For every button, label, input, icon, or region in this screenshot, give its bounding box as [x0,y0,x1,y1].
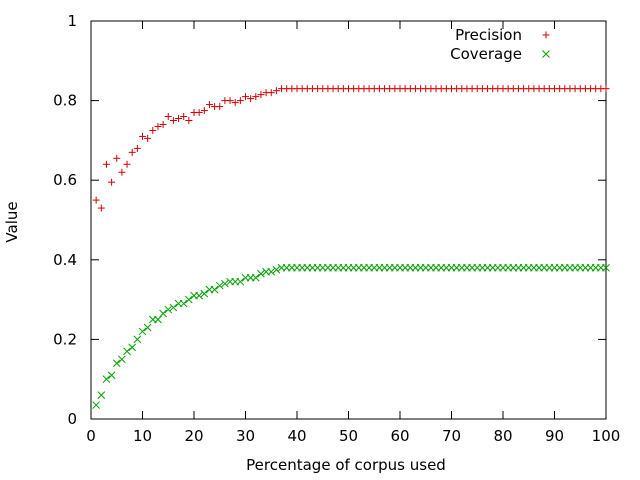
data-point [133,144,141,152]
data-point [164,305,173,314]
data-point [169,303,178,312]
x-tick-label: 100 [592,427,621,445]
y-tick-label: 0.4 [53,251,77,269]
data-point [159,120,167,128]
data-point [210,285,219,294]
data-point [154,315,162,324]
y-axis-label: Value [3,201,21,242]
data-point [169,117,177,124]
y-tick-label: 0.8 [53,92,77,110]
data-point [149,126,157,134]
data-point [231,99,239,107]
legend-label: Precision [455,26,522,44]
plot-frame [90,20,607,420]
data-point [185,117,193,124]
x-tick-label: 90 [545,427,564,445]
data-point [138,327,147,336]
x-tick-label: 70 [442,427,461,445]
data-point [108,178,116,186]
data-point [159,309,167,318]
data-point [267,89,275,97]
data-points [92,85,610,409]
series-precision [92,85,610,212]
data-point [257,91,265,99]
x-axis: 0 10 20 30 40 50 60 70 80 90 100 [86,21,620,445]
data-point [215,281,224,290]
y-tick-label: 0.2 [53,330,77,348]
data-point [123,347,131,356]
data-point [143,323,152,332]
data-point [128,343,137,352]
data-point [252,93,260,101]
data-point [272,265,281,274]
data-point [164,113,172,121]
data-point [195,291,204,300]
data-point [97,391,106,399]
data-point [242,93,249,101]
data-point [257,269,265,278]
legend-marker [542,31,550,39]
data-point [107,371,116,380]
x-tick-label: 80 [493,427,512,445]
y-tick-label: 1 [67,12,77,30]
data-point [236,97,244,105]
data-point [205,101,213,109]
legend-marker [542,50,550,58]
data-point [221,279,229,288]
data-point [118,168,126,176]
series-coverage [92,263,610,409]
y-tick-label: 0.6 [53,171,77,189]
data-point [123,160,131,168]
data-point [602,263,610,272]
y-tick-label: 0 [67,410,77,428]
y-axis: 0 0.2 0.4 0.6 0.8 1 [53,12,606,428]
data-point [195,109,203,117]
x-tick-label: 0 [86,427,96,445]
x-tick-label: 20 [184,427,203,445]
data-point [184,295,193,304]
data-point [216,103,224,111]
data-point [267,267,276,276]
data-point [179,299,188,308]
data-point [113,154,121,162]
data-point [200,107,208,115]
data-point [92,196,100,204]
x-axis-label: Percentage of corpus used [246,456,446,474]
data-point [118,355,126,364]
data-point [236,277,245,286]
data-point [102,160,110,168]
data-point [92,401,101,409]
legend-label: Coverage [450,45,522,63]
data-point [180,113,188,121]
x-tick-label: 10 [133,427,152,445]
x-tick-label: 40 [287,427,306,445]
data-point [112,359,121,368]
data-point [247,95,255,103]
data-point [226,97,234,105]
data-point [175,115,183,123]
x-tick-label: 60 [390,427,409,445]
data-point [154,122,162,130]
data-point [200,289,209,298]
data-point [144,134,152,142]
x-tick-label: 30 [236,427,255,445]
data-point [251,273,260,282]
data-point [97,204,105,212]
x-tick-label: 50 [339,427,358,445]
data-point [102,375,111,384]
data-point [272,87,280,95]
data-point [139,132,146,140]
data-point [133,335,142,344]
data-point [128,148,136,156]
data-point [602,85,610,93]
